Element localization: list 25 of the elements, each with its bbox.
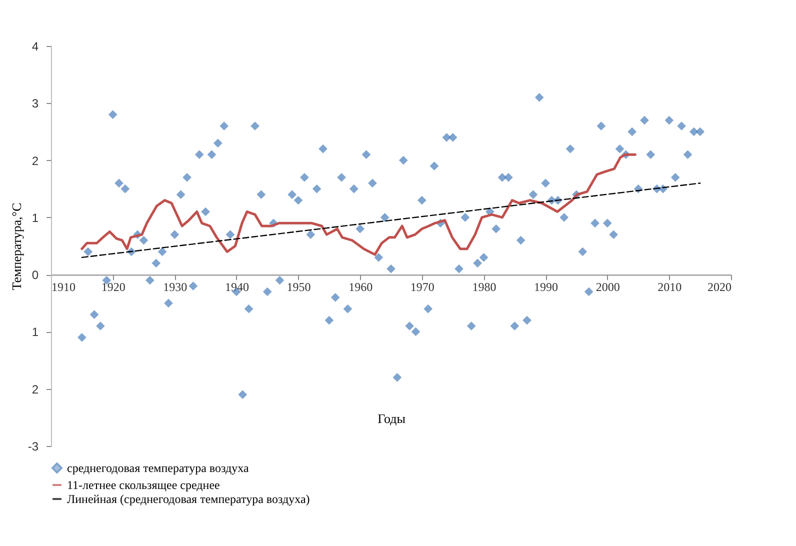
y-tick-label: 1 — [32, 210, 39, 225]
x-tick-label: 1950 — [286, 280, 311, 294]
x-tick-label: 1980 — [472, 280, 496, 294]
y-tick-label: 2 — [32, 154, 39, 168]
legend-label: среднегодовая температура воздуха — [67, 461, 250, 475]
legend-label: 11-летнее скользящее среднее — [67, 478, 220, 492]
y-tick-label: 4 — [32, 40, 39, 54]
x-tick-label: 1940 — [224, 280, 249, 294]
y-tick-label: 3 — [32, 96, 39, 111]
x-tick-label: 1960 — [348, 280, 373, 294]
x-tick-label: 1920 — [101, 280, 126, 294]
legend-label: Линейная (среднегодовая температура воздуха) — [67, 492, 310, 506]
x-tick-label: 2010 — [658, 280, 682, 294]
y-axis-title: Температура,°С — [8, 202, 24, 290]
y-tick-label: 2 — [32, 382, 39, 396]
x-tick-label: 2020 — [708, 280, 732, 294]
x-tick-label: 1910 — [52, 280, 76, 294]
y-tick-label: 1 — [32, 325, 39, 340]
x-tick-label: 2000 — [596, 280, 620, 294]
x-tick-label: 1990 — [534, 280, 558, 294]
y-tick-label: 0 — [32, 268, 39, 282]
x-axis-title: Годы — [378, 411, 406, 426]
y-tick-label: -3 — [28, 440, 39, 454]
x-tick-label: 1930 — [163, 280, 188, 294]
x-tick-label: 1970 — [410, 280, 434, 294]
